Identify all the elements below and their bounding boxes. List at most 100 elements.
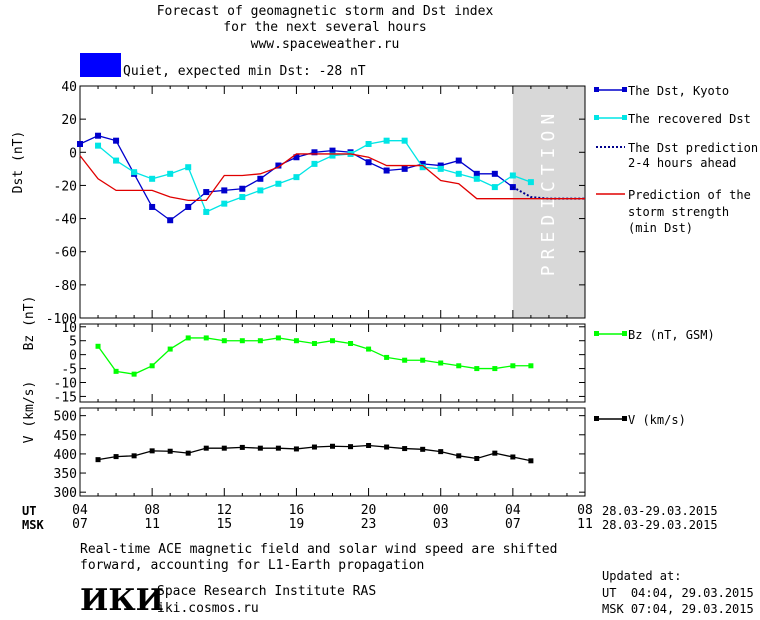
dst-series-0-point xyxy=(311,149,318,156)
v-series-0-point xyxy=(203,445,209,451)
dst-panel-frame xyxy=(79,85,586,319)
dst-series-1-point xyxy=(203,208,210,215)
bz-series-0-point xyxy=(384,354,390,360)
bz-series-0-point xyxy=(438,360,444,366)
v-series-0-point xyxy=(221,445,227,451)
bz-series-0-point xyxy=(113,368,119,374)
ut-tick-label: 20 xyxy=(361,503,377,518)
legend-dst-kyoto: The Dst, Kyoto xyxy=(628,84,730,98)
dst-series-1-point xyxy=(383,137,390,144)
bz-series-0-point xyxy=(330,338,335,344)
bz-ytick-label: -15 xyxy=(54,390,77,405)
bz-series-0-point xyxy=(311,341,317,346)
dst-ytick-label: -60 xyxy=(54,246,77,261)
msk-tick-label: 23 xyxy=(361,517,377,532)
ut-tick-label: 00 xyxy=(433,503,449,518)
dst-series-0-point xyxy=(383,167,390,174)
dst-series-0-point xyxy=(419,160,426,167)
msk-tick-label: 07 xyxy=(505,517,521,532)
dst-series-0-point xyxy=(185,203,192,210)
bz-ytick-label: 5 xyxy=(69,335,77,350)
updated-msk: MSK 07:04, 29.03.2015 xyxy=(602,602,754,616)
dst-series-1-point xyxy=(527,179,534,186)
msk-tick-label: 15 xyxy=(216,517,232,532)
v-ytick-label: 450 xyxy=(54,429,77,444)
dst-series-1-point xyxy=(149,175,156,182)
dst-series-1-point xyxy=(311,160,318,167)
bz-series-0-point xyxy=(456,363,462,369)
dst-series-1-point xyxy=(239,194,246,201)
msk-tick-label: 07 xyxy=(72,517,88,532)
ut-axis-label: UT xyxy=(22,504,37,518)
dst-series-1-point xyxy=(419,164,426,171)
v-series-0-point xyxy=(420,446,426,452)
bz-ytick-label: 0 xyxy=(69,349,77,364)
v-series-0-point xyxy=(257,445,263,451)
dst-series-1-point xyxy=(473,175,480,182)
dst-series-0-point xyxy=(401,165,408,172)
dst-ytick-label: 0 xyxy=(69,146,77,161)
dst-series-1-point xyxy=(437,165,444,172)
dst-series-1-point xyxy=(167,170,174,177)
v-series-0-point xyxy=(149,448,155,454)
v-series-0-point xyxy=(311,444,317,450)
v-ytick-label: 500 xyxy=(54,410,77,425)
bz-series-0-point xyxy=(95,343,101,349)
legend-storm-line3: (min Dst) xyxy=(628,221,694,235)
bz-series-0-point xyxy=(492,366,498,372)
v-series-0-point xyxy=(113,454,119,460)
legend-recovered-dst-marker xyxy=(622,115,627,120)
v-series-0-point xyxy=(510,454,516,460)
v-series-0-point xyxy=(348,444,354,450)
chart-title-line1: Forecast of geomagnetic storm and Dst in… xyxy=(156,4,494,19)
bz-series-0-point xyxy=(203,335,209,341)
v-series-0-point xyxy=(402,446,408,452)
v-series-0-point xyxy=(384,444,390,450)
legend-v: V (km/s) xyxy=(628,413,686,427)
dst-series-0-point xyxy=(113,137,120,144)
legend-dst-kyoto-marker xyxy=(622,87,627,92)
dst-series-1-point xyxy=(131,169,138,176)
dst-series-1-point xyxy=(401,137,408,144)
status-text: Quiet, expected min Dst: -28 nT xyxy=(123,64,366,79)
iki-logo: ИКИ xyxy=(80,583,164,618)
ut-tick-label: 12 xyxy=(216,503,232,518)
msk-date-range: 28.03-29.03.2015 xyxy=(602,518,718,532)
bz-series-0-point xyxy=(293,338,299,344)
dst-series-0-point xyxy=(239,185,246,192)
dst-ytick-label: -40 xyxy=(54,213,77,228)
msk-axis-label: MSK xyxy=(22,518,44,532)
msk-tick-label: 11 xyxy=(144,517,160,532)
bz-series-0-point xyxy=(167,346,173,352)
v-series-0-point xyxy=(438,449,444,455)
dst-series-1-point xyxy=(185,164,192,171)
footer-note-line1: Real-time ACE magnetic field and solar w… xyxy=(80,542,558,557)
dst-series-2-line xyxy=(512,186,585,200)
msk-tick-label: 11 xyxy=(577,517,593,532)
bz-series-0-point xyxy=(510,363,516,369)
v-series-0-point xyxy=(275,445,281,451)
dst-ytick-label: -100 xyxy=(46,312,77,327)
dst-series-1-point xyxy=(491,184,498,191)
source-url[interactable]: www.spaceweather.ru xyxy=(250,37,400,52)
bz-series-0-point xyxy=(185,335,191,341)
legend-prediction-line2: 2-4 hours ahead xyxy=(628,156,737,170)
dst-series-0-point xyxy=(365,159,372,166)
dst-series-0-point xyxy=(257,175,264,182)
msk-tick-label: 19 xyxy=(289,517,305,532)
updated-ut: UT 04:04, 29.03.2015 xyxy=(602,586,754,600)
bz-series-0-point xyxy=(474,366,480,372)
legend-dst-kyoto-marker xyxy=(594,87,599,92)
institute-site[interactable]: iki.cosmos.ru xyxy=(157,601,259,616)
status-color-swatch xyxy=(80,53,121,77)
legend-v-marker xyxy=(622,416,627,421)
dst-series-0-point xyxy=(95,132,102,139)
dst-series-0-point xyxy=(473,170,480,177)
v-series-0-point xyxy=(167,448,173,454)
legend-recovered-dst: The recovered Dst xyxy=(628,112,751,126)
bz-series-0-point xyxy=(348,341,354,346)
bz-ytick-label: -10 xyxy=(54,377,77,392)
dst-ylabel: Dst (nT) xyxy=(11,131,26,194)
bz-ytick-label: -5 xyxy=(61,363,77,378)
msk-tick-label: 03 xyxy=(433,517,449,532)
